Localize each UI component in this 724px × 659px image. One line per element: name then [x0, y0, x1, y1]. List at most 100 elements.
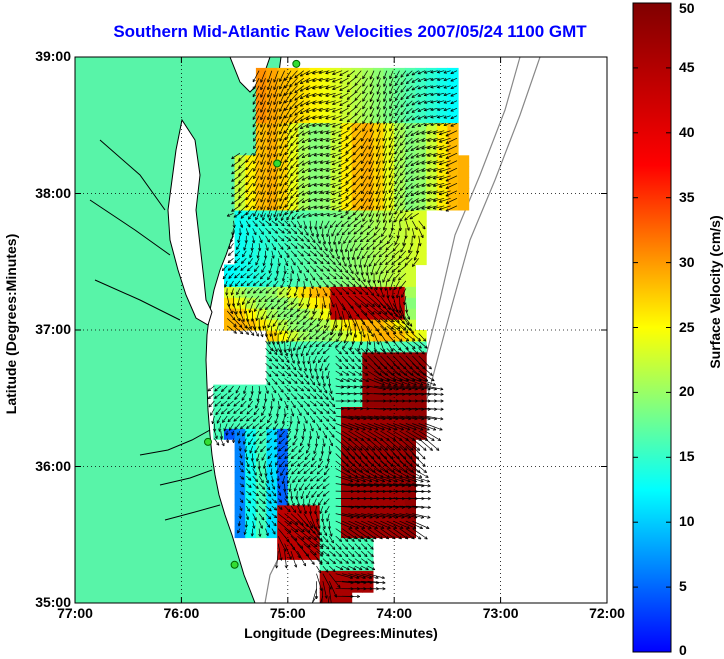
velocity-cell [298, 242, 310, 255]
velocity-cell [362, 89, 374, 102]
velocity-cell [330, 592, 342, 603]
velocity-arrow [275, 460, 279, 466]
velocity-cell [309, 537, 321, 549]
velocity-arrow [239, 460, 244, 466]
velocity-arrow [360, 543, 368, 550]
velocity-cell [404, 384, 416, 397]
velocity-arrow [297, 528, 312, 540]
velocity-cell [394, 275, 406, 287]
velocity-cell [234, 220, 246, 233]
velocity-cell [341, 351, 353, 364]
velocity-cell [404, 308, 416, 320]
velocity-cell [277, 537, 289, 549]
velocity-cell [255, 144, 268, 156]
velocity-arrow [297, 468, 305, 475]
velocity-cell [436, 144, 448, 156]
velocity-arrow [246, 423, 253, 429]
velocity-arrow [271, 370, 279, 377]
velocity-cell [341, 482, 353, 495]
velocity-arrow [303, 535, 318, 548]
velocity-cell [415, 351, 427, 364]
velocity-arrow [265, 490, 272, 497]
velocity-arrow [277, 400, 281, 410]
velocity-arrow [253, 438, 260, 445]
velocity-cell [277, 253, 289, 266]
velocity-arrow [292, 438, 298, 446]
velocity-cell [383, 340, 395, 353]
velocity-arrow [259, 430, 266, 437]
velocity-cell [319, 406, 331, 418]
velocity-cell [341, 308, 353, 320]
velocity-arrow [322, 558, 330, 565]
velocity-cell [383, 526, 395, 539]
velocity-cell [341, 504, 353, 517]
velocity-cell [319, 428, 331, 440]
velocity-arrow [327, 521, 332, 530]
velocity-arrow [264, 468, 268, 477]
velocity-arrow [214, 393, 222, 399]
velocity-cell [394, 351, 406, 364]
velocity-cell [287, 177, 299, 189]
velocity-cell [287, 89, 299, 102]
velocity-cell [287, 384, 299, 397]
velocity-arrow [316, 468, 324, 475]
velocity-cell [341, 570, 353, 582]
velocity-arrow [265, 513, 272, 520]
velocity-cell [415, 100, 427, 113]
velocity-arrow [373, 423, 392, 431]
velocity-cell [341, 548, 353, 560]
velocity-cell [224, 297, 236, 309]
velocity-cell [287, 275, 299, 287]
velocity-arrow [313, 445, 317, 455]
velocity-cell [234, 199, 246, 211]
velocity-arrow [220, 400, 228, 407]
velocity-arrow [207, 385, 215, 392]
velocity-arrow [354, 460, 370, 473]
velocity-cell [383, 515, 395, 528]
velocity-arrow [254, 445, 260, 454]
velocity-cell [351, 472, 363, 484]
velocity-arrow [329, 535, 334, 544]
velocity-arrow [322, 408, 330, 414]
velocity-arrow [309, 400, 317, 407]
velocity-arrow [212, 423, 217, 432]
velocity-arrow [284, 513, 299, 525]
velocity-arrow [322, 535, 329, 543]
velocity-cell [255, 406, 268, 418]
velocity-cell [298, 439, 310, 451]
velocity-arrow [237, 528, 241, 534]
velocity-arrow [284, 385, 291, 392]
velocity-cell [319, 395, 331, 407]
velocity-cell [330, 100, 342, 113]
velocity-arrow [297, 535, 311, 548]
velocity-cell [394, 67, 406, 80]
velocity-arrow [341, 550, 349, 558]
velocity-arrow [285, 438, 292, 445]
velocity-cell [330, 199, 342, 211]
velocity-cell [266, 188, 278, 200]
velocity-cell [436, 199, 448, 211]
velocity-cell [362, 428, 374, 440]
velocity-cell [404, 264, 416, 276]
velocity-cell [372, 340, 385, 353]
velocity-cell [351, 231, 363, 244]
velocity-arrow [412, 363, 427, 376]
velocity-arrow [240, 400, 247, 408]
velocity-cell [372, 384, 385, 397]
velocity-arrow [297, 460, 305, 467]
velocity-cell [319, 264, 331, 276]
velocity-cell [330, 166, 342, 178]
y-axis-label: Latitude (Degrees:Minutes) [3, 233, 19, 415]
y-tick-label: 39:00 [35, 48, 71, 64]
velocity-cell [383, 242, 395, 255]
velocity-cell [330, 482, 342, 495]
velocity-cell [266, 493, 278, 506]
velocity-cell [309, 242, 321, 255]
velocity-arrow [341, 468, 359, 478]
velocity-cell [234, 472, 246, 484]
velocity-cell [298, 89, 310, 102]
velocity-cell [319, 308, 331, 320]
velocity-arrow [354, 363, 362, 370]
velocity-cell [245, 286, 257, 298]
velocity-arrow [341, 460, 357, 473]
